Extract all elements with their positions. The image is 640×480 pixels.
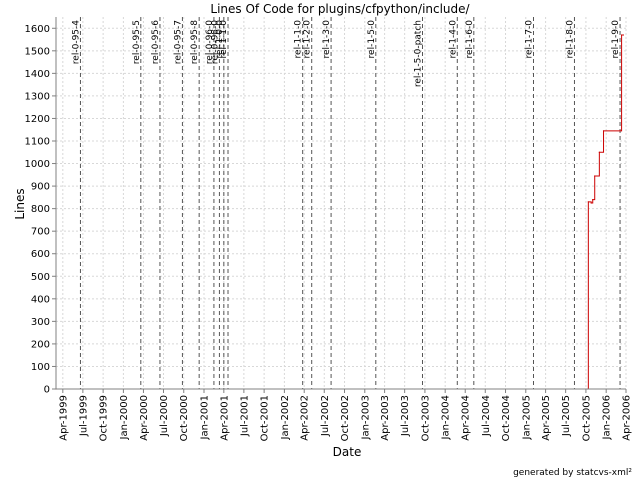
x-tick-label: Jul-2002 — [320, 395, 331, 437]
x-tick-label: Apr-1999 — [58, 395, 69, 441]
x-tick-label: Apr-2002 — [300, 395, 311, 441]
release-label: rel-0-95-5 — [132, 20, 142, 64]
release-label: rel-1-5-0 — [367, 20, 377, 59]
data-point — [619, 130, 621, 132]
data-point — [620, 34, 623, 36]
release-label: rel-1-0-0 — [215, 20, 225, 59]
y-tick-label: 1400 — [25, 69, 50, 80]
y-tick-label: 900 — [31, 182, 50, 193]
grid — [56, 17, 627, 389]
y-tick-label: 1600 — [25, 24, 50, 35]
data-point — [587, 201, 589, 203]
data-point — [594, 175, 596, 177]
release-label: rel-0-95-7 — [173, 20, 183, 64]
x-tick-label: Oct-2005 — [581, 395, 592, 441]
x-tick-label: Oct-2002 — [340, 395, 351, 441]
data-point — [598, 151, 600, 153]
x-tick-label: Jul-2003 — [400, 395, 411, 437]
x-tick-label: Jan-2002 — [280, 395, 291, 440]
y-tick-label: 800 — [31, 204, 50, 215]
x-tick-label: Jan-2004 — [441, 395, 452, 440]
x-tick-label: Jul-2001 — [239, 395, 250, 437]
y-tick-label: 600 — [31, 249, 50, 260]
y-tick-label: 0 — [44, 385, 50, 396]
y-tick-label: 1100 — [25, 137, 50, 148]
x-tick-label: Jan-2000 — [119, 395, 130, 440]
x-axis-label: Date — [333, 445, 362, 459]
x-tick-label: Oct-1999 — [99, 395, 110, 441]
x-tick-label: Oct-2000 — [179, 395, 190, 441]
release-label: rel-1-3-0 — [322, 20, 332, 59]
x-tick-label: Oct-2003 — [420, 395, 431, 441]
x-tick-label: Apr-2006 — [622, 395, 633, 441]
x-tick-label: Apr-2001 — [219, 395, 230, 441]
x-tick-label: Apr-2005 — [541, 395, 552, 441]
y-tick-label: 1200 — [25, 114, 50, 125]
y-tick-label: 300 — [31, 317, 50, 328]
footer-credit: generated by statcvs-xml² — [513, 468, 632, 478]
release-label: rel-1-4-0 — [448, 20, 458, 59]
x-tick-label: Jan-2001 — [200, 395, 211, 440]
release-label: rel-0-95-8 — [190, 20, 200, 64]
data-point — [622, 34, 624, 36]
release-label: rel-1-2-0 — [303, 20, 313, 59]
release-label: rel-1-9-0 — [611, 20, 621, 59]
release-label: rel-0-98-0 — [210, 20, 220, 64]
x-tick-label: Jul-2004 — [481, 395, 492, 437]
data-point — [590, 202, 592, 204]
release-label: rel-1-1-0 — [219, 20, 229, 59]
release-label: rel-1-7-0 — [524, 20, 534, 59]
x-tick-label: Apr-2004 — [461, 395, 472, 441]
data-point — [602, 130, 605, 132]
x-tick-label: Jan-2003 — [360, 395, 371, 440]
release-label: rel-1-6-0 — [465, 20, 475, 59]
release-markers: rel-0-95-4 rel-0-95-5 rel-0-95-6 rel-0-95-7… — [71, 17, 621, 389]
y-tick-label: 400 — [31, 294, 50, 305]
release-label: rel-1-8-0 — [565, 20, 575, 59]
release-label: rel-0-95-4 — [71, 20, 81, 64]
x-tick-label: Jan-2006 — [602, 395, 613, 440]
x-tick-label: Jul-1999 — [78, 395, 89, 437]
x-tick-label: Jul-2000 — [159, 395, 170, 437]
y-tick-label: 200 — [31, 339, 50, 350]
y-tick-label: 1300 — [25, 91, 50, 102]
chart-title: Lines Of Code for plugins/cfpython/inclu… — [210, 2, 470, 16]
axes: 0 100 200 300 400 500 600 700 800 900 1000 1100 1200… — [25, 17, 633, 441]
x-tick-label: Apr-2000 — [139, 395, 150, 441]
release-label: rel-0-96-0 — [205, 20, 215, 64]
y-tick-label: 700 — [31, 227, 50, 238]
x-tick-label: Oct-2004 — [501, 395, 512, 441]
y-tick-label: 100 — [31, 362, 50, 373]
x-tick-label: Oct-2001 — [260, 395, 271, 441]
release-label: rel-0-95-6 — [151, 20, 161, 64]
x-tick-label: Apr-2003 — [380, 395, 391, 441]
release-label: rel-1-1-0 — [294, 20, 304, 59]
y-tick-label: 500 — [31, 272, 50, 283]
y-tick-label: 1000 — [25, 159, 50, 170]
x-tick-label: Jul-2005 — [561, 395, 572, 437]
y-tick-label: 1500 — [25, 46, 50, 57]
y-axis-label: Lines — [13, 188, 27, 219]
x-tick-label: Jan-2005 — [521, 395, 532, 440]
data-point — [592, 199, 594, 201]
release-label: rel-1-5-0-patch — [413, 20, 423, 87]
